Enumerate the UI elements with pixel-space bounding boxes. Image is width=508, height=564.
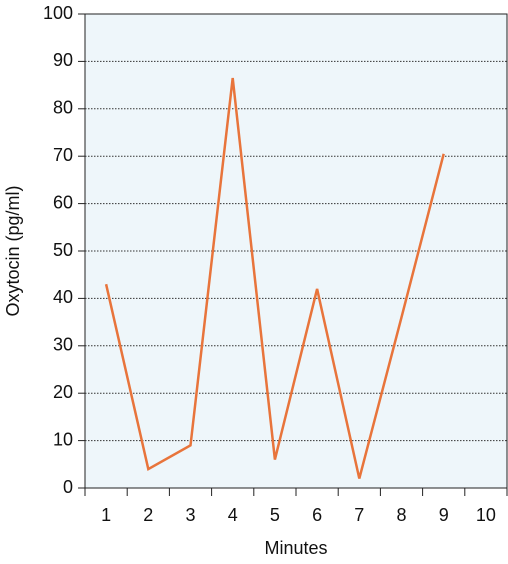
x-tick-label: 1	[101, 505, 111, 525]
x-tick-label: 10	[476, 505, 496, 525]
x-tick-label: 5	[270, 505, 280, 525]
y-tick-label: 40	[53, 287, 73, 307]
x-tick-label: 3	[185, 505, 195, 525]
x-tick-label: 9	[439, 505, 449, 525]
x-axis-label: Minutes	[264, 538, 327, 558]
y-tick-label: 80	[53, 98, 73, 118]
y-tick-label: 60	[53, 192, 73, 212]
y-tick-label: 100	[43, 3, 73, 23]
y-tick-label: 70	[53, 145, 73, 165]
y-tick-label: 10	[53, 429, 73, 449]
x-tick-label: 8	[396, 505, 406, 525]
y-tick-label: 90	[53, 50, 73, 70]
y-tick-label: 0	[63, 477, 73, 497]
data-line	[104, 77, 445, 479]
y-tick-label: 50	[53, 240, 73, 260]
y-tick-label: 30	[53, 335, 73, 355]
x-tick-label: 2	[143, 505, 153, 525]
x-tick-label: 4	[228, 505, 238, 525]
x-tick-label: 6	[312, 505, 322, 525]
y-axis-label: Oxytocin (pg/ml)	[3, 185, 23, 316]
x-tick-label: 7	[354, 505, 364, 525]
y-tick-label: 20	[53, 382, 73, 402]
